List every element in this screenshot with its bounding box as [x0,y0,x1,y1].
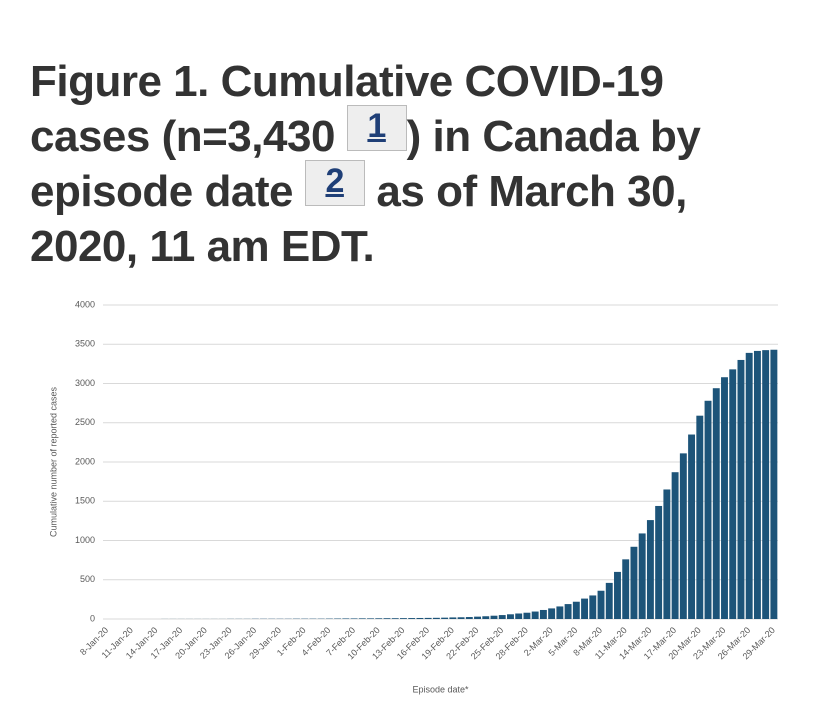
bar [737,359,745,619]
bar [424,617,432,619]
y-tick-label: 1000 [75,535,95,545]
bar [655,505,663,619]
bar [391,618,399,619]
bar [564,604,572,619]
bar [408,618,416,619]
bar [688,434,696,619]
bar [507,614,514,619]
bar [679,453,687,619]
y-tick-label: 1500 [75,496,95,506]
y-tick-label: 4000 [75,299,95,309]
figure-title: Figure 1. Cumulative COVID-19 cases (n=3… [30,54,750,274]
bar [745,352,753,619]
bar [581,598,589,619]
bar [474,616,481,619]
bar [646,520,654,619]
y-tick-label: 500 [80,574,95,584]
bar [556,606,564,619]
bar [614,571,621,619]
bar [465,617,473,619]
bar [449,617,457,619]
y-tick-label: 2000 [75,456,95,466]
bar [589,595,597,619]
bar [383,618,391,619]
bar [515,613,523,619]
bar [400,618,407,619]
y-axis-label: Cumulative number of reported cases [48,386,58,537]
bar [671,472,679,619]
bar [432,617,440,619]
bar [375,618,383,619]
bar [622,559,630,619]
bar [572,601,580,619]
bar [482,616,490,619]
bar [498,615,506,619]
y-tick-label: 0 [90,613,95,623]
bar [638,533,646,619]
bar [531,611,539,619]
bar [457,617,465,619]
bar [350,618,358,619]
bar [663,489,671,619]
bar [367,618,374,619]
bar [721,377,728,619]
bar [490,615,498,619]
x-axis-label: Episode date* [412,684,469,694]
y-tick-label: 2500 [75,417,95,427]
bar [523,612,531,619]
bar [548,608,556,619]
bar [696,415,704,619]
bar [630,546,638,619]
title-text: ) in Canada by episode date [30,112,701,216]
y-tick-label: 3500 [75,339,95,349]
bar [712,388,720,619]
bar [441,617,449,619]
bar [342,618,350,619]
bar [358,618,366,619]
bar [605,582,613,619]
bar [416,617,424,619]
bar [753,350,761,619]
title-text: Figure 1. Cumulative COVID-19 cases (n=3… [30,57,664,161]
bar [770,349,778,619]
bar [762,350,770,619]
footnote-link[interactable]: 1 [346,105,407,151]
bar [597,590,605,619]
y-tick-label: 3000 [75,378,95,388]
title-text: as of March 30, 2020, 11 am EDT. [30,167,687,271]
bar [704,400,712,619]
bar [729,369,737,619]
bar [539,609,547,619]
footnote-link[interactable]: 2 [304,160,365,206]
